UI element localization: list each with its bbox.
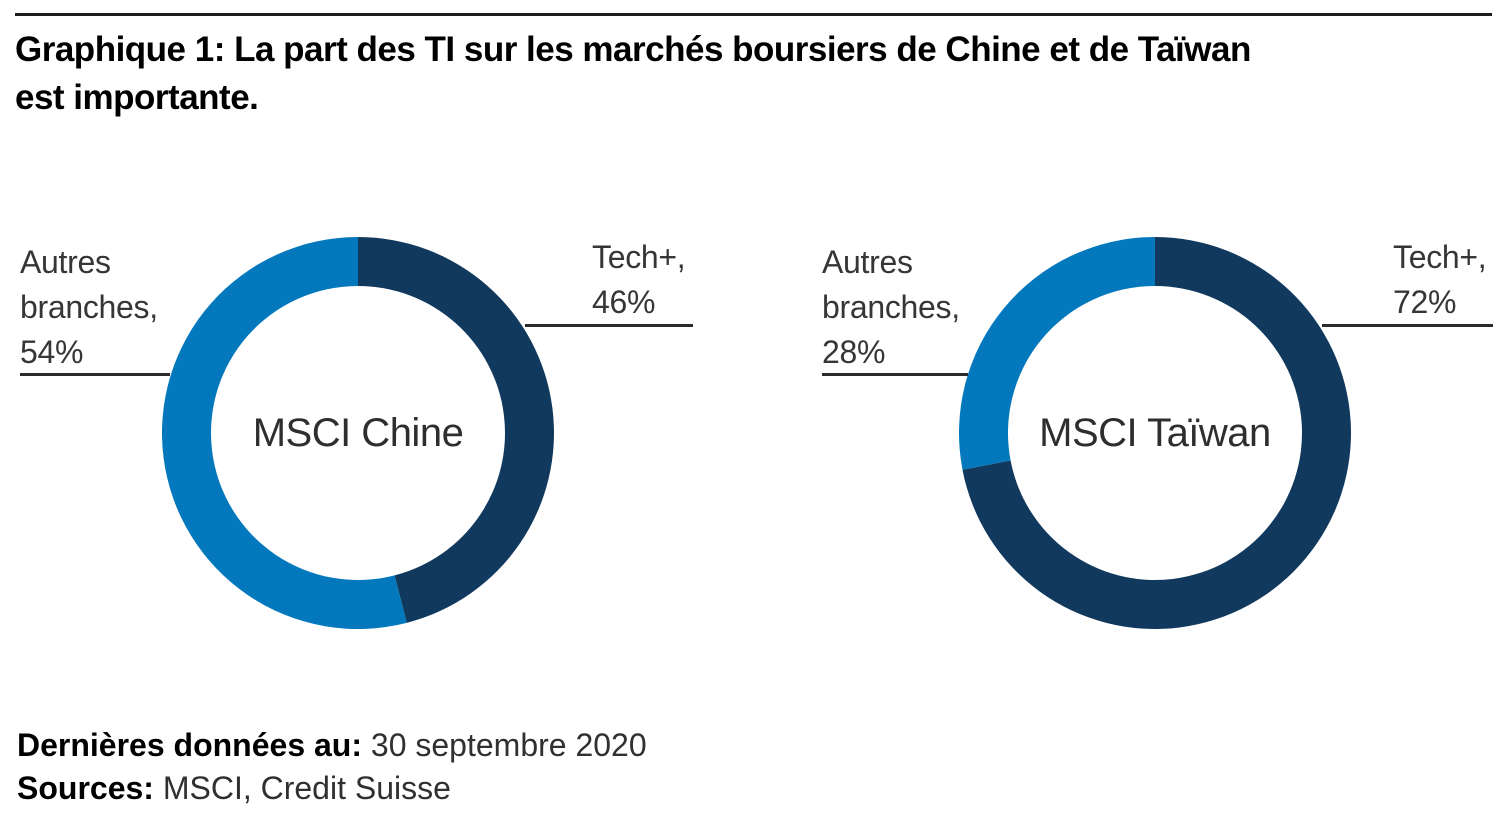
- donut-chart-china: MSCI Chine: [162, 237, 554, 629]
- figure-title-line1: Graphique 1: La part des TI sur les marc…: [15, 30, 1251, 69]
- figure-title-line2: est importante.: [15, 78, 259, 117]
- sources-row: Sources: MSCI, Credit Suisse: [17, 767, 647, 810]
- callout-tech-china-value: 46%: [592, 284, 656, 320]
- donut-svg-taiwan: [959, 237, 1351, 629]
- donut-center-label-china: MSCI Chine: [252, 410, 464, 455]
- sources-label: Sources:: [17, 770, 154, 806]
- last-data-row: Dernières données au: 30 septembre 2020: [17, 724, 647, 767]
- callout-tech-china: Tech+, 46%: [592, 235, 686, 325]
- donut-segment-autres-branches: [959, 237, 1155, 470]
- callout-others-taiwan-word2: branches,: [822, 289, 960, 325]
- callout-others-china-value: 54%: [20, 334, 84, 370]
- callout-others-china-word2: branches,: [20, 289, 158, 325]
- top-rule: [15, 13, 1492, 16]
- sources-value: MSCI, Credit Suisse: [162, 770, 451, 806]
- callout-others-taiwan: Autres branches, 28%: [822, 240, 960, 375]
- callout-tech-taiwan: Tech+, 72%: [1393, 235, 1487, 325]
- callout-tech-china-label: Tech+,: [592, 239, 686, 275]
- callout-line-others-taiwan: [822, 373, 968, 376]
- figure-footer: Dernières données au: 30 septembre 2020 …: [17, 724, 647, 810]
- callout-others-china: Autres branches, 54%: [20, 240, 158, 375]
- last-data-label: Dernières données au:: [17, 727, 362, 763]
- last-data-value: 30 septembre 2020: [370, 727, 647, 763]
- callout-line-tech-taiwan: [1322, 324, 1493, 327]
- donut-chart-taiwan: MSCI Taïwan: [959, 237, 1351, 629]
- donut-svg-china: [162, 237, 554, 629]
- donut-segment-autres-branches: [162, 237, 407, 629]
- callout-line-tech-china: [525, 324, 693, 327]
- callout-tech-taiwan-value: 72%: [1393, 284, 1457, 320]
- donut-center-label-taiwan: MSCI Taïwan: [1039, 410, 1271, 455]
- callout-others-china-word1: Autres: [20, 244, 111, 280]
- callout-tech-taiwan-label: Tech+,: [1393, 239, 1487, 275]
- callout-others-taiwan-word1: Autres: [822, 244, 913, 280]
- donut-segment-tech-: [358, 237, 554, 623]
- callout-line-others-china: [20, 373, 170, 376]
- callout-others-taiwan-value: 28%: [822, 334, 886, 370]
- figure-title: Graphique 1: La part des TI sur les marc…: [15, 26, 1485, 122]
